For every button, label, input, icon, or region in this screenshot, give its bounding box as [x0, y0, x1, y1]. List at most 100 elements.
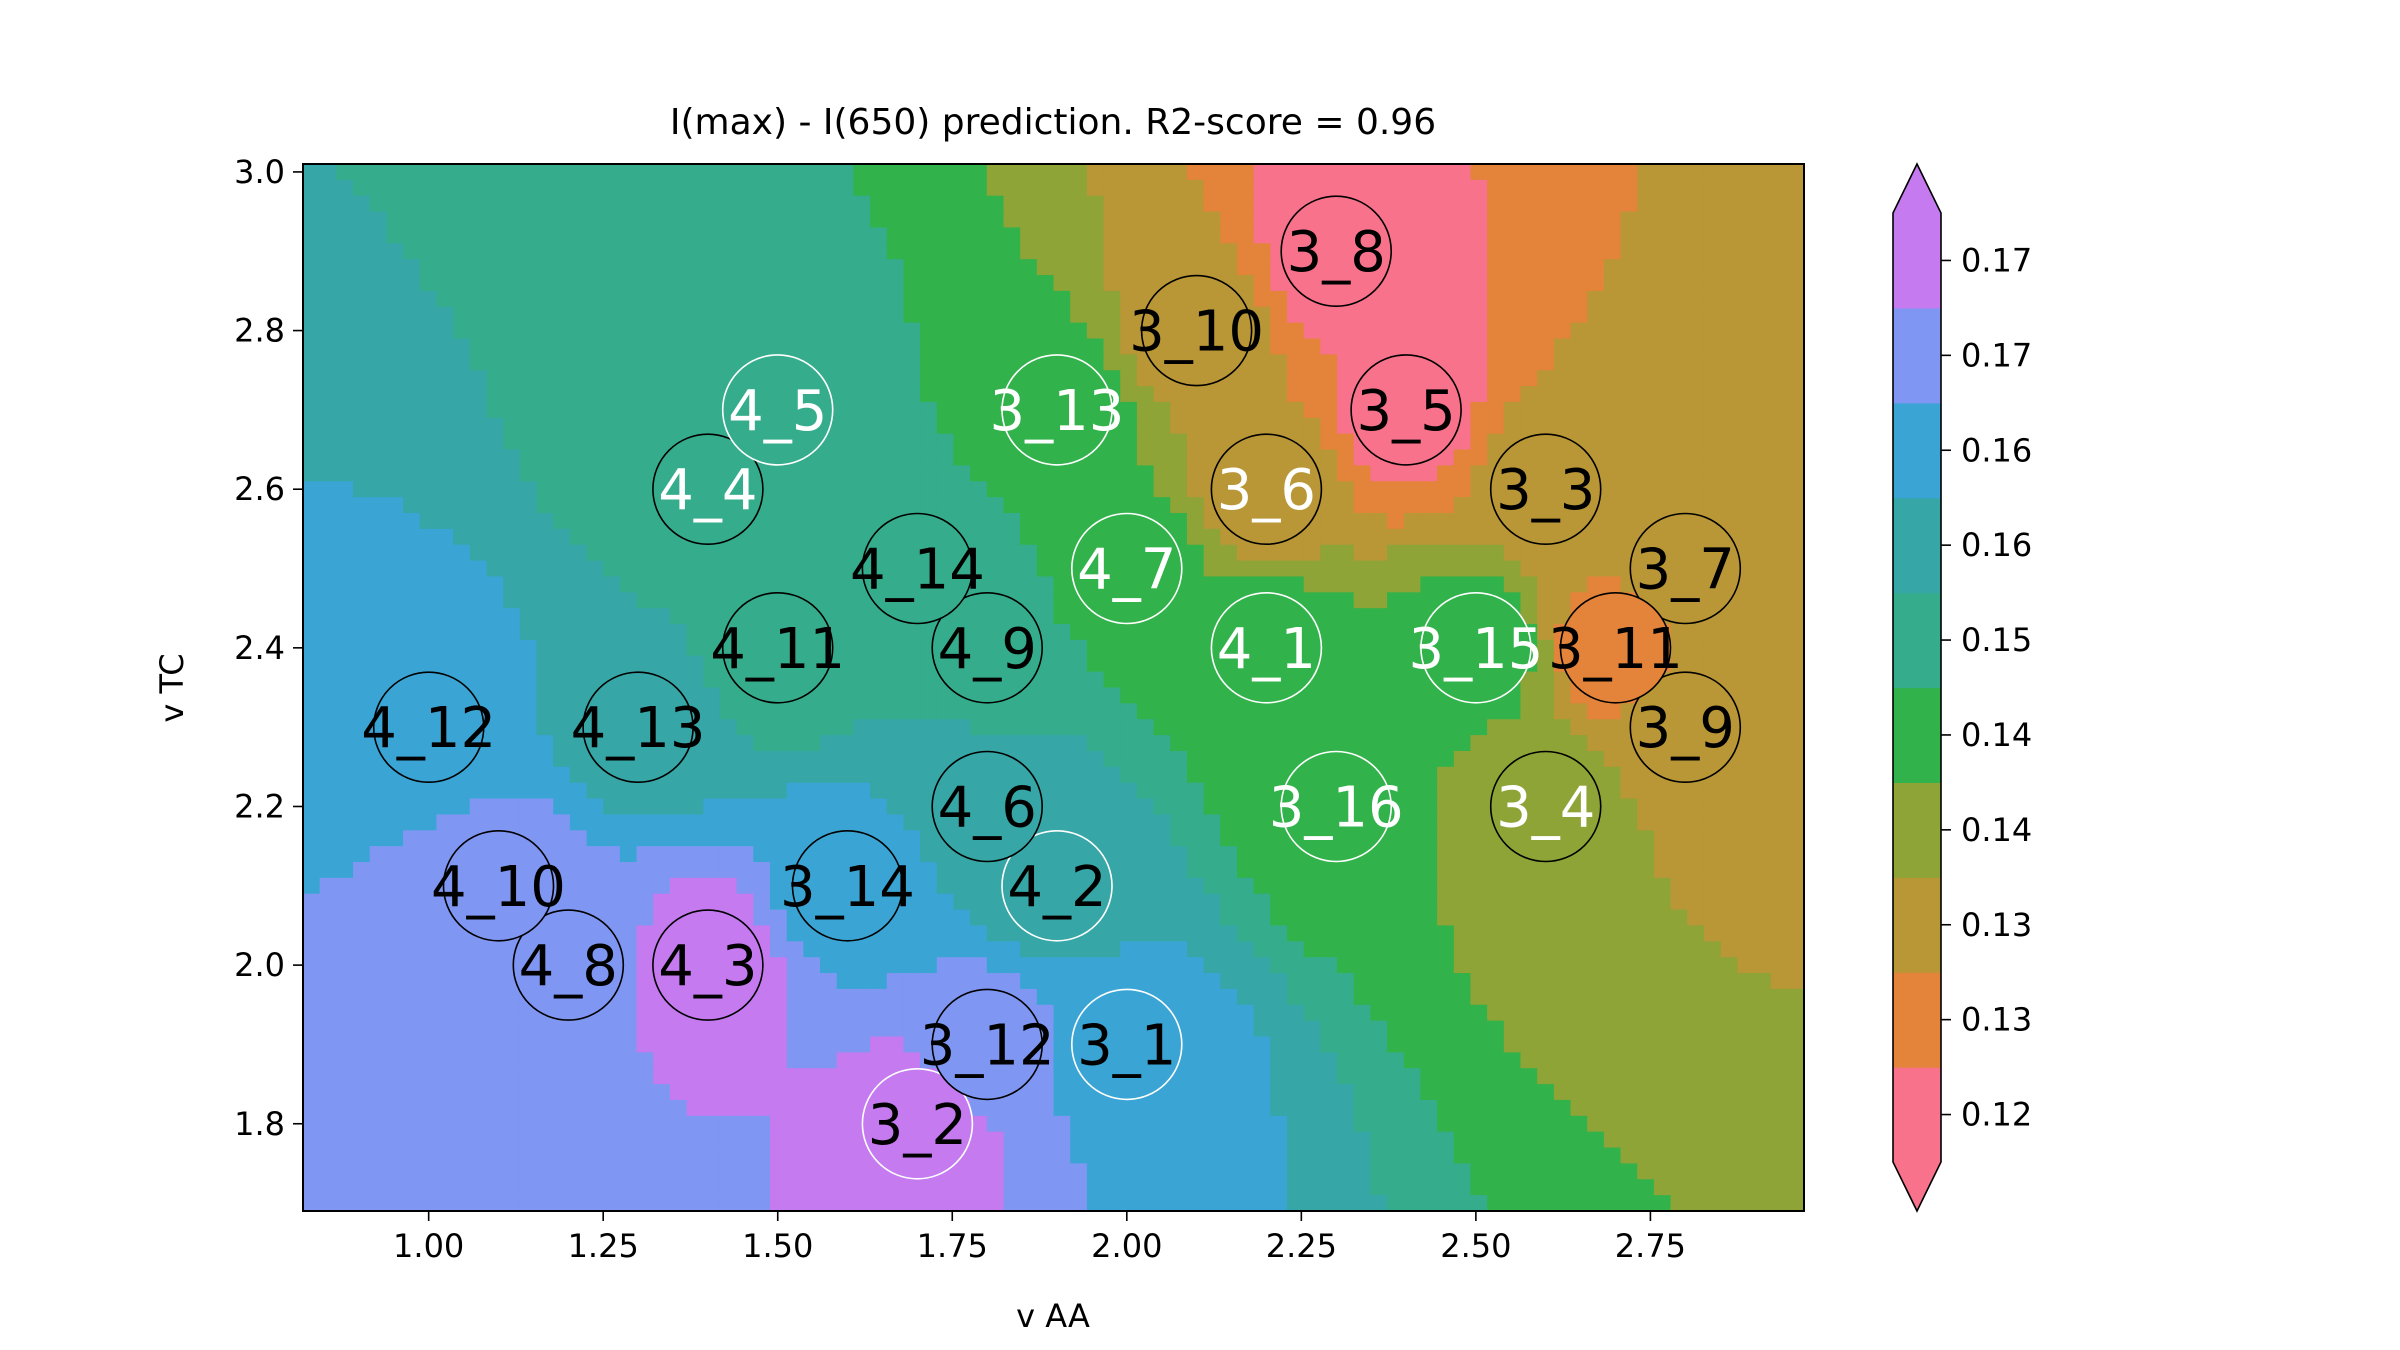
contour-cell [553, 719, 571, 736]
contour-cell [820, 592, 838, 609]
contour-cell [1420, 243, 1438, 260]
contour-cell [553, 862, 571, 879]
contour-cell [469, 290, 488, 308]
contour-cell [1620, 401, 1639, 419]
contour-cell [453, 497, 471, 514]
contour-cell [1086, 687, 1105, 705]
contour-cell [503, 354, 521, 372]
contour-cell [1720, 513, 1739, 530]
contour-cell [870, 195, 888, 213]
contour-cell [319, 211, 338, 229]
contour-cell [1036, 1004, 1055, 1022]
contour-cell [1787, 433, 1804, 451]
contour-cell [336, 576, 354, 594]
contour-cell [1387, 671, 1405, 689]
contour-cell [970, 227, 988, 245]
contour-cell [1286, 1004, 1305, 1022]
contour-cell [1737, 338, 1755, 356]
contour-cell [1620, 465, 1639, 483]
contour-cell [1070, 243, 1088, 260]
contour-cell [1003, 973, 1021, 990]
contour-cell [619, 386, 638, 403]
contour-cell [1353, 338, 1372, 356]
contour-cell [686, 750, 705, 768]
contour-cell [1020, 275, 1038, 292]
contour-cell [1120, 830, 1138, 847]
contour-cell [736, 703, 755, 721]
contour-cell [519, 544, 538, 562]
contour-cell [1270, 179, 1288, 197]
contour-cell [1770, 782, 1789, 800]
contour-cell [1703, 401, 1722, 419]
contour-cell [403, 354, 421, 372]
contour-cell [970, 211, 988, 229]
contour-cell [786, 766, 805, 784]
contour-cell [1170, 909, 1188, 927]
contour-cell [686, 592, 705, 609]
contour-cell [386, 893, 404, 911]
contour-cell [953, 957, 971, 974]
contour-cell [686, 814, 705, 832]
contour-cell [1203, 560, 1222, 578]
contour-cell [519, 687, 538, 705]
contour-cell [486, 973, 504, 990]
contour-cell [903, 354, 921, 372]
contour-cell [1036, 465, 1055, 483]
contour-cell [903, 655, 921, 673]
contour-cell [669, 401, 688, 419]
contour-cell [1737, 417, 1755, 435]
contour-cell [1437, 290, 1455, 308]
contour-cell [1670, 227, 1689, 245]
contour-cell [1270, 1004, 1288, 1022]
contour-cell [1120, 735, 1138, 752]
contour-cell [1520, 941, 1538, 958]
contour-cell [1470, 513, 1488, 530]
contour-cell [1286, 179, 1305, 197]
contour-cell [936, 370, 955, 387]
contour-cell [603, 592, 621, 609]
contour-cell [1470, 370, 1488, 387]
contour-cell [703, 290, 721, 308]
contour-cell [1487, 988, 1505, 1006]
contour-cell [1720, 671, 1739, 689]
contour-cell [1303, 560, 1322, 578]
contour-cell [1620, 925, 1639, 943]
contour-cell [769, 243, 788, 260]
contour-cell [1770, 497, 1789, 514]
contour-cell [369, 830, 388, 847]
contour-cell [953, 497, 971, 514]
contour-cell [1553, 386, 1572, 403]
contour-cell [1286, 877, 1305, 895]
contour-cell [669, 243, 688, 260]
contour-cell [419, 497, 438, 514]
contour-cell [1770, 465, 1789, 483]
contour-cell [1420, 846, 1438, 863]
contour-cell [1653, 481, 1672, 498]
contour-cell [686, 195, 705, 213]
contour-cell [1437, 941, 1455, 958]
contour-cell [736, 560, 755, 578]
contour-cell [703, 354, 721, 372]
contour-cell [1570, 417, 1588, 435]
contour-cell [519, 338, 538, 356]
contour-cell [603, 465, 621, 483]
contour-cell [536, 671, 554, 689]
contour-cell [619, 275, 638, 292]
contour-cell [669, 782, 688, 800]
contour-cell [936, 687, 955, 705]
contour-cell [920, 386, 938, 403]
contour-cell [820, 687, 838, 705]
contour-cell [903, 798, 921, 816]
contour-cell [836, 322, 855, 340]
contour-cell [453, 513, 471, 530]
contour-cell [553, 179, 571, 197]
contour-cell [1387, 687, 1405, 705]
contour-cell [1587, 354, 1605, 372]
contour-cell [1053, 481, 1071, 498]
contour-cell [786, 497, 805, 514]
contour-cell [369, 259, 388, 276]
contour-cell [469, 354, 488, 372]
contour-cell [1720, 973, 1739, 990]
contour-cell [1020, 988, 1038, 1006]
contour-cell [336, 719, 354, 736]
